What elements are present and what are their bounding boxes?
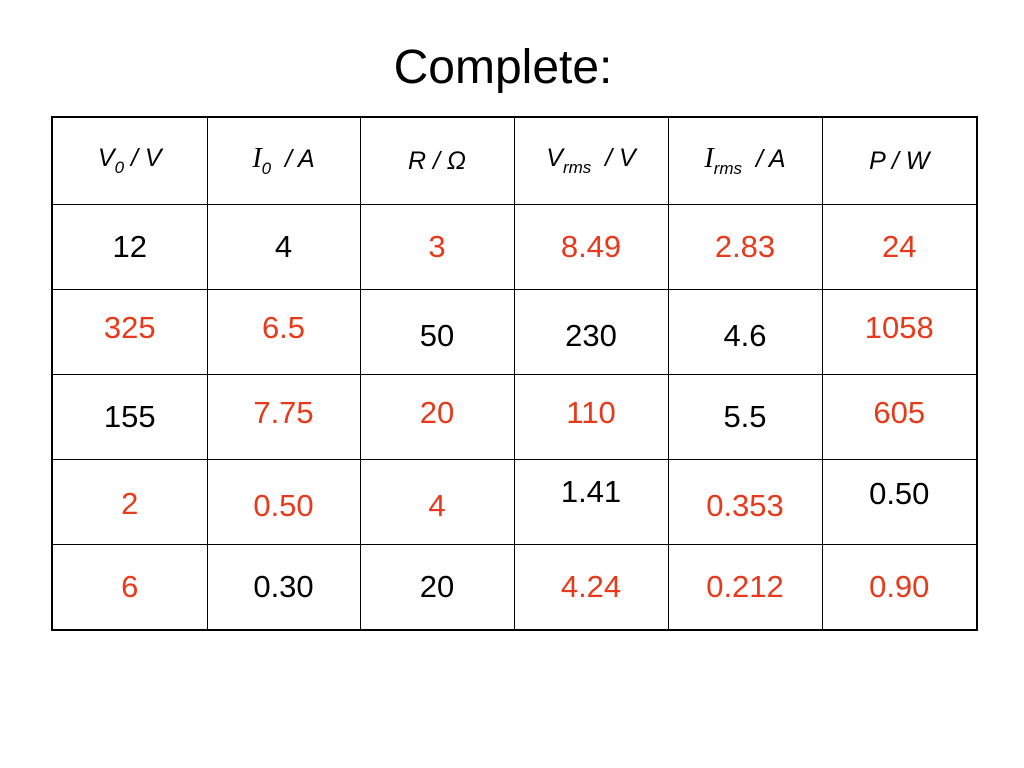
table-cell: 4.6	[667, 289, 823, 375]
table-cell: 0.50	[821, 459, 978, 545]
answer-value: 2.83	[714, 229, 776, 264]
header-subscript: 0	[261, 159, 272, 178]
table-cell: 0.353	[667, 459, 823, 545]
header-unit: / V	[124, 144, 162, 172]
table-cell: 1.41	[513, 459, 669, 545]
answer-value: 0.353	[706, 488, 784, 523]
table-cell: 110	[513, 374, 669, 460]
table-cell: 4.24	[513, 544, 669, 631]
header-symbol: P	[869, 146, 885, 175]
table-body: 12 4 3 8.49 2.83 24 325 6.5 50 230 4.6 1058 155 7.75 2…	[51, 204, 978, 631]
table-cell: 5.5	[667, 374, 823, 460]
given-value: 0.30	[253, 569, 314, 604]
answer-value: 605	[873, 395, 926, 430]
header-symbol: R	[408, 146, 427, 175]
given-value: 1.41	[560, 474, 622, 509]
answer-value: 24	[882, 229, 917, 264]
data-table: V0 / V I0 / A R / Ω Vrms / V Irms / A P …	[51, 116, 978, 631]
table-cell: 24	[821, 204, 978, 290]
header-irms: Irms / A	[667, 116, 823, 205]
given-value: 4.6	[723, 318, 767, 353]
answer-value: 0.212	[706, 569, 784, 604]
table-cell: 6	[51, 544, 208, 631]
table-cell: 50	[359, 289, 515, 375]
table-cell: 4	[206, 204, 361, 290]
table-cell: 7.75	[206, 374, 361, 460]
table-cell: 20	[359, 374, 515, 460]
table-cell: 0.90	[821, 544, 978, 631]
header-unit: / A	[271, 145, 315, 173]
table-row: 2 0.50 4 1.41 0.353 0.50	[51, 459, 978, 545]
table-cell: 325	[51, 289, 208, 375]
header-subscript: rms	[562, 158, 592, 177]
header-unit: / Ω	[426, 146, 466, 175]
given-value: 5.5	[723, 399, 767, 434]
answer-value: 3	[428, 229, 446, 264]
table-cell: 4	[359, 459, 515, 545]
table-cell: 2	[51, 459, 208, 545]
header-unit: / W	[884, 146, 930, 175]
table-header-row: V0 / V I0 / A R / Ω Vrms / V Irms / A P …	[51, 116, 978, 205]
page-title: Complete:	[393, 41, 613, 94]
table-cell: 12	[51, 204, 208, 290]
table-cell: 605	[821, 374, 978, 460]
table-cell: 1058	[821, 289, 978, 375]
answer-value: 6	[121, 569, 139, 604]
answer-value: 6.5	[261, 310, 306, 345]
table-cell: 0.212	[667, 544, 823, 631]
answer-value: 2	[121, 486, 139, 521]
header-r: R / Ω	[359, 116, 515, 205]
answer-value: 4	[428, 488, 446, 523]
table-cell: 20	[359, 544, 515, 631]
table-cell: 230	[513, 289, 669, 375]
answer-value: 4.24	[560, 569, 622, 604]
header-unit: / V	[591, 144, 636, 172]
header-i0: I0 / A	[206, 116, 361, 205]
table-cell: 0.50	[206, 459, 361, 545]
header-symbol: V	[546, 144, 563, 172]
answer-value: 1058	[864, 310, 934, 345]
table-row: 12 4 3 8.49 2.83 24	[51, 204, 978, 290]
table-cell: 6.5	[206, 289, 361, 375]
given-value: 20	[419, 569, 455, 604]
answer-value: 325	[103, 310, 156, 345]
table-cell: 2.83	[667, 204, 823, 290]
given-value: 0.50	[869, 476, 930, 511]
given-value: 12	[112, 229, 147, 264]
header-unit: / A	[742, 145, 786, 173]
header-p: P / W	[821, 116, 978, 205]
answer-value: 0.90	[869, 569, 930, 604]
given-value: 155	[103, 399, 156, 434]
answer-value: 7.75	[253, 395, 314, 430]
table-cell: 0.30	[206, 544, 361, 631]
table-cell: 155	[51, 374, 208, 460]
header-subscript: rms	[713, 159, 743, 178]
given-value: 230	[565, 318, 617, 353]
answer-value: 0.50	[253, 488, 314, 523]
answer-value: 110	[566, 395, 616, 430]
table-row: 155 7.75 20 110 5.5 605	[51, 374, 978, 460]
given-value: 4	[274, 229, 293, 264]
table-row: 325 6.5 50 230 4.6 1058	[51, 289, 978, 375]
header-symbol: I	[704, 143, 714, 174]
table-row: 6 0.30 20 4.24 0.212 0.90	[51, 544, 978, 631]
table-cell: 3	[359, 204, 515, 290]
header-vrms: Vrms / V	[513, 116, 669, 205]
given-value: 50	[419, 318, 455, 353]
table-cell: 8.49	[513, 204, 669, 290]
answer-value: 8.49	[560, 229, 622, 264]
header-v0: V0 / V	[51, 116, 208, 205]
header-symbol: V	[97, 144, 115, 172]
header-subscript: 0	[114, 158, 125, 177]
header-symbol: I	[252, 143, 262, 174]
answer-value: 20	[419, 395, 455, 430]
